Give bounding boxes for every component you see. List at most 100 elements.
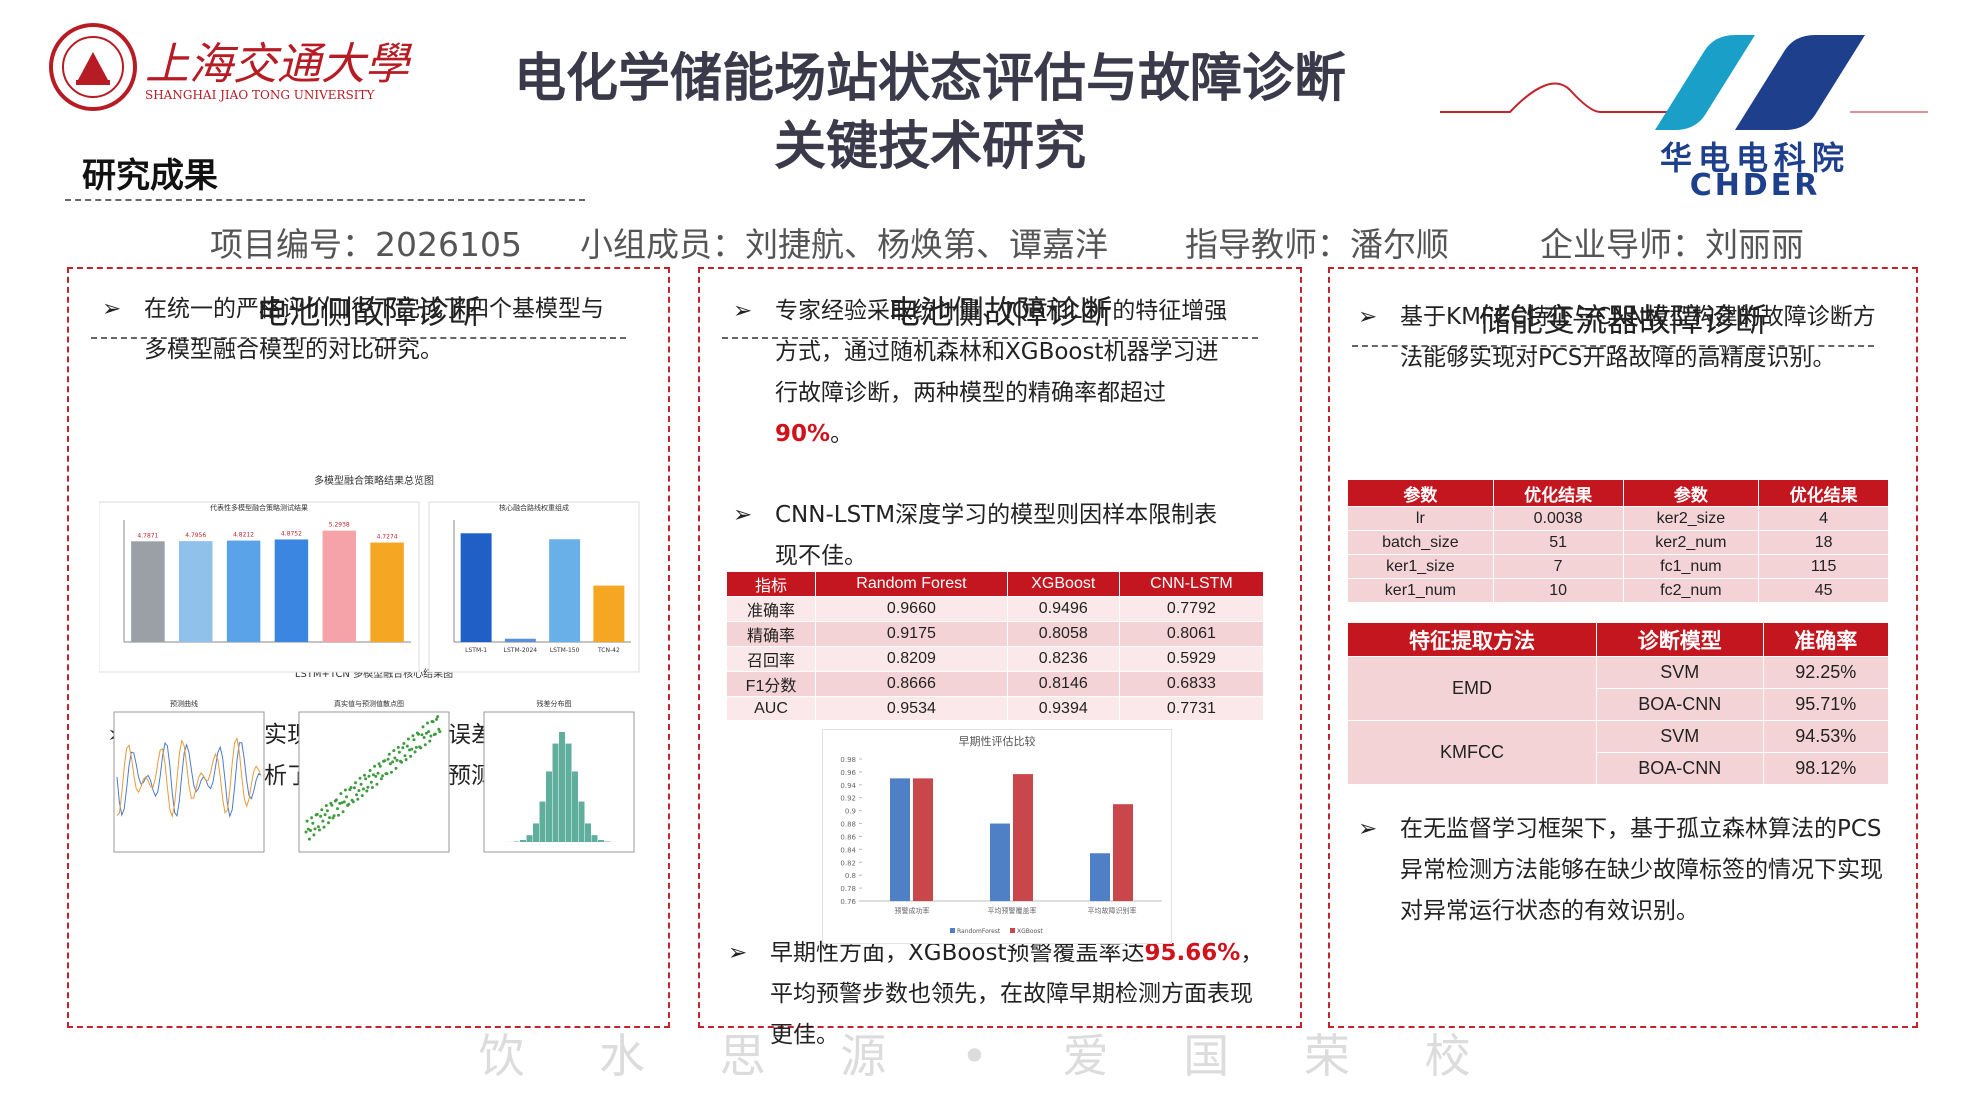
decor-bin: [565, 743, 572, 842]
bullet-text: ，平均预警步数也领先，在故障早期检测方面表现更佳。: [770, 940, 1264, 1048]
decor-point: [418, 745, 422, 749]
decor-point: [360, 794, 364, 798]
figure-title: 多模型融合策略结果总览图: [314, 474, 434, 487]
info-item: 项目编号：2026105: [210, 225, 522, 264]
decor-point: [386, 757, 390, 761]
table-cell: 0.8058: [1006, 621, 1120, 647]
table-cell: ker1_num: [1347, 578, 1494, 603]
header-cell: 优化结果: [1758, 479, 1889, 507]
org-en: CHDER: [1689, 168, 1821, 203]
decor-point: [391, 760, 395, 764]
table-row: 精确率 0.9175 0.8058 0.8061: [725, 621, 1265, 647]
value-label: 5.2938: [329, 522, 350, 529]
decor-point: [318, 828, 321, 832]
bullet-arrow: ➢: [1358, 816, 1378, 842]
table-cell: lr: [1347, 506, 1494, 531]
decor-point: [438, 730, 442, 734]
decor-point: [426, 721, 429, 725]
decor-point: [402, 742, 406, 745]
table-header: 特征提取方法 诊断模型 准确率: [1347, 622, 1890, 657]
sjtu-emblem: [49, 23, 137, 111]
decor-point: [336, 807, 339, 811]
y-tick-label: 0.94: [840, 782, 856, 790]
bullet-text: 在无监督学习框架下，基于孤立森林算法的PCS异常检测方法能够在缺少故障标签的情况…: [1400, 816, 1883, 924]
decor-point: [377, 762, 381, 766]
table-cell: 0.0038: [1492, 506, 1624, 531]
bullet-text: 在统一的严格评价口径下完成了四个基模型与多模型融合模型的对比研究。: [144, 296, 604, 363]
bar: [593, 585, 625, 642]
bullet: ➢ 在无监督学习框架下，基于孤立森林算法的PCS异常检测方法能够在缺少故障标签的情…: [1358, 809, 1900, 932]
table-cell: ker2_size: [1622, 506, 1760, 531]
table-cell: BOA-CNN: [1595, 688, 1764, 721]
panel-heading: 储能变流器故障诊断: [1478, 301, 1767, 339]
decor-point: [437, 727, 441, 731]
decor-point: [383, 759, 387, 763]
decor-point: [339, 792, 343, 796]
decor-point: [375, 782, 379, 786]
decor-point: [404, 758, 408, 762]
decor-point: [323, 813, 327, 817]
table-header: 指标 Random Forest XGBoost CNN-LSTM: [725, 571, 1265, 597]
table-header: 参数 优化结果 参数 优化结果: [1347, 479, 1889, 507]
x-tick-label: LSTM-150: [550, 647, 580, 654]
decor-point: [337, 813, 341, 817]
decor-point: [427, 730, 431, 734]
bullet: ➢ 基于KMFCC特征与CNN模型构建的故障诊断方法能够实现对PCS开路故障的高精…: [1358, 297, 1880, 379]
bullet-text: 。: [830, 421, 854, 447]
table-cell: 51: [1492, 530, 1624, 555]
decor-point: [363, 773, 366, 777]
table-cell: 7: [1492, 554, 1624, 579]
bullet-arrow: ➢: [102, 296, 122, 322]
table-cell: ker1_size: [1347, 554, 1494, 579]
decor-point: [352, 786, 356, 790]
decor-point: [330, 803, 334, 807]
x-tick-label: LSTM-1: [465, 647, 487, 654]
table-row: 准确率 0.9660 0.9496 0.7792: [725, 596, 1265, 622]
info-item: 小组成员：刘捷航、杨焕第、谭嘉洋: [580, 225, 1108, 264]
decor-point: [325, 809, 329, 813]
decor-line: [1440, 82, 1928, 113]
y-tick-label: 0.82: [840, 859, 856, 867]
table-cell: 0.8666: [815, 671, 1008, 697]
decor-point: [349, 786, 353, 789]
highlight-text: 95.66%: [1144, 940, 1241, 966]
decor-point: [403, 754, 407, 758]
decor-point: [366, 785, 370, 789]
heading-line: [91, 337, 626, 339]
decor-point: [405, 744, 409, 748]
decor-point: [429, 734, 433, 738]
table: 特征提取方法 诊断模型 准确率 EMD SVM 92.25% BOA-CNN 95.71% KM…: [1347, 622, 1890, 785]
chart-title: 代表性多模型融合策略测试结果: [210, 503, 308, 512]
decor-point: [397, 750, 401, 754]
decor-point: [309, 829, 312, 832]
decor-point: [395, 758, 399, 762]
header-cell: Random Forest: [815, 571, 1008, 597]
bullet: ➢ CNN-LSTM深度学习的模型则因样本限制表现不佳。: [733, 495, 1235, 577]
table-cell: 4: [1758, 506, 1889, 531]
table-cell: SVM: [1595, 656, 1764, 689]
bullet-text: CNN-LSTM深度学习的模型则因样本限制表现不佳。: [775, 502, 1218, 569]
table-row: ker1_num 10 fc2_num 45: [1347, 578, 1889, 603]
decor-point: [359, 782, 363, 786]
decor-point: [390, 770, 393, 774]
table-cell: 115: [1758, 554, 1889, 579]
decor-bin: [572, 771, 578, 842]
org-cn: 华电电科院: [1659, 139, 1850, 177]
decor-point: [347, 802, 351, 806]
table-cell: 0.9660: [815, 596, 1008, 622]
bar: [131, 541, 165, 642]
decor-point: [406, 737, 410, 741]
decor-curve: [116, 741, 262, 819]
decor-point: [313, 827, 317, 831]
x-tick-label: TCN-42: [597, 647, 620, 654]
bullet: ➢ 早期性方面，XGBoost预警覆盖率达95.66%，平均预警步数也领先，在故障…: [728, 933, 1270, 1056]
table: 指标 Random Forest XGBoost CNN-LSTM 准确率 0.9660 0…: [725, 571, 1265, 721]
bullet: ➢ 在统一的严格评价口径下完成了四个基模型与多模型融合模型的对比研究。: [102, 289, 604, 371]
y-tick-label: 0.8: [845, 872, 856, 880]
x-tick-label: LSTM-2024: [504, 647, 538, 654]
panel: 电池侧故障诊断 ➢ 专家经验采取统计量、IQR和LOF的特征增强方式，通过随机森林和…: [698, 267, 1302, 1048]
y-tick-label: 0.98: [840, 756, 856, 764]
decor-point: [343, 788, 347, 792]
decor-point: [322, 825, 326, 829]
